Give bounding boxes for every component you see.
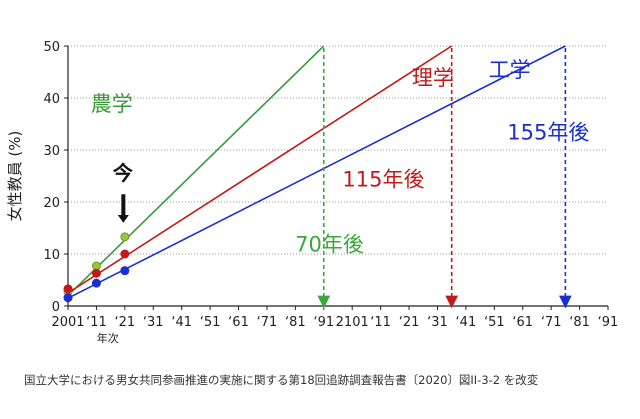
trend-line-0 bbox=[67, 45, 325, 297]
data-points bbox=[63, 232, 130, 303]
x-tick-label: ‘71 bbox=[257, 315, 278, 330]
x-tick-label: ‘21 bbox=[399, 315, 420, 330]
y-tick-label: 30 bbox=[43, 144, 60, 159]
x-tick-label: ‘51 bbox=[200, 315, 221, 330]
projection-arrows bbox=[317, 48, 572, 309]
x-tick-label: ‘81 bbox=[285, 315, 306, 330]
x-tick-label: ‘31 bbox=[143, 315, 164, 330]
x-tick-label: ‘11 bbox=[370, 315, 391, 330]
source-caption: 国立大学における男女共同参画推進の実施に関する第18回追跡調査報告書〔2020〕… bbox=[24, 373, 539, 387]
x-tick-label: ‘91 bbox=[598, 315, 619, 330]
data-point bbox=[120, 232, 130, 242]
series-label-1: 理学 bbox=[412, 66, 454, 90]
trend-line-2 bbox=[67, 45, 566, 299]
projection-label-2: 155年後 bbox=[507, 121, 589, 145]
y-tick-label: 0 bbox=[52, 300, 60, 315]
data-point bbox=[120, 249, 130, 259]
x-tick-label: 2001 bbox=[51, 315, 84, 330]
y-tick-label: 40 bbox=[43, 92, 60, 107]
y-tick-label: 10 bbox=[43, 248, 60, 263]
y-axis-title: 女性教員 (%) bbox=[6, 131, 24, 222]
data-point bbox=[91, 278, 101, 288]
y-tick-label: 20 bbox=[43, 196, 60, 211]
x-tick-label: ‘61 bbox=[512, 315, 533, 330]
x-tick-label: ‘81 bbox=[569, 315, 590, 330]
x-tick-label: ‘71 bbox=[541, 315, 562, 330]
y-tick-label: 50 bbox=[43, 40, 60, 55]
x-axis-sub-label: 年次 bbox=[97, 331, 119, 345]
now-arrow bbox=[117, 194, 129, 223]
series-label-2: 工学 bbox=[489, 58, 531, 82]
x-tick-label: ‘31 bbox=[427, 315, 448, 330]
x-tick-label: ‘41 bbox=[171, 315, 192, 330]
x-tick-label: ‘51 bbox=[484, 315, 505, 330]
x-tick-label: ‘11 bbox=[86, 315, 107, 330]
trend-line-1 bbox=[67, 45, 453, 294]
data-point bbox=[63, 293, 73, 303]
x-tick-label: 2101 bbox=[336, 315, 369, 330]
now-label: 今 bbox=[113, 161, 134, 185]
x-tick-label: ‘41 bbox=[456, 315, 477, 330]
x-tick-label: ‘61 bbox=[228, 315, 249, 330]
x-tick-label: ‘91 bbox=[313, 315, 334, 330]
data-point bbox=[120, 266, 130, 276]
data-point bbox=[91, 268, 101, 278]
projection-label-0: 70年後 bbox=[295, 232, 364, 256]
trend-lines bbox=[67, 45, 566, 299]
x-tick-label: ‘21 bbox=[114, 315, 135, 330]
grid-lines bbox=[68, 45, 608, 255]
projection-label-1: 115年後 bbox=[342, 167, 424, 191]
series-label-0: 農学 bbox=[91, 92, 133, 116]
data-point bbox=[63, 284, 73, 294]
